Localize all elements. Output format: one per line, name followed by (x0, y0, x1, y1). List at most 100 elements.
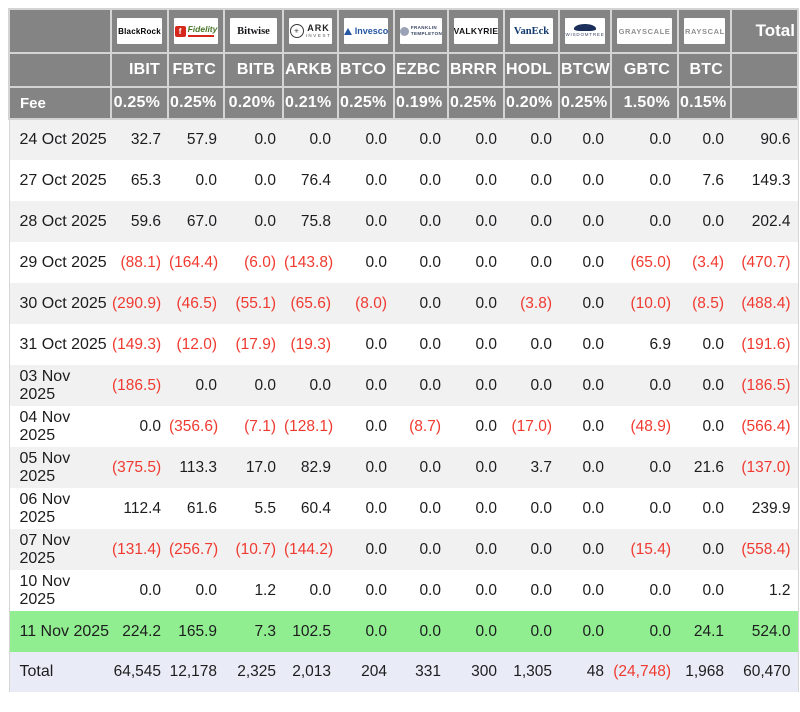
flow-value-cell: 0.0 (678, 119, 731, 160)
logo-text: WISDOMTREE (565, 32, 605, 38)
flow-value-cell: 0.0 (394, 365, 448, 406)
flow-value-cell: (7.1) (224, 406, 283, 447)
flow-value-cell: (46.5) (168, 283, 224, 324)
flow-value-cell: 0.0 (394, 529, 448, 570)
flow-value-cell: 7.3 (224, 611, 283, 652)
flow-value-cell: 165.9 (168, 611, 224, 652)
flow-value-cell: 0.0 (504, 160, 559, 201)
fee-arkb: 0.21% (282, 86, 339, 120)
flow-value-cell: 0.0 (394, 570, 448, 611)
flow-value-cell: 0.0 (678, 201, 731, 242)
fund-logo-cell: Invesco (337, 8, 395, 54)
date-cell: 11 Nov 2025 (8, 611, 111, 652)
flow-value-cell: 0.0 (611, 488, 678, 529)
flow-value-cell: 0.0 (394, 201, 448, 242)
flow-value-cell: 7.6 (678, 160, 731, 201)
total-column-header: Total (730, 8, 799, 54)
flow-value-cell: 0.0 (394, 160, 448, 201)
flow-value-cell: 0.0 (338, 611, 394, 652)
flow-value-cell: 0.0 (338, 447, 394, 488)
flow-value-cell: 0.0 (504, 201, 559, 242)
flow-value-cell: 0.0 (394, 119, 448, 160)
fund-logo-cell: VanEck (503, 8, 560, 54)
flow-value-cell: 0.0 (448, 406, 504, 447)
row-total-cell: (566.4) (731, 406, 799, 447)
fund-logo-cell: GRAYSCALE (610, 8, 679, 54)
column-total-cell: 1,305 (504, 652, 559, 692)
column-total-cell: 204 (338, 652, 394, 692)
row-total-cell: (186.5) (731, 365, 799, 406)
column-total-cell: 331 (394, 652, 448, 692)
ticker-arkb: ARKB (282, 52, 339, 88)
fee-btcw: 0.25% (558, 86, 612, 120)
flow-value-cell: 0.0 (338, 160, 394, 201)
flow-value-cell: 0.0 (559, 160, 611, 201)
franklin-circle-icon (400, 26, 409, 36)
ticker-ezbc: EZBC (393, 52, 449, 88)
date-cell: 24 Oct 2025 (8, 119, 111, 160)
date-cell: 29 Oct 2025 (8, 242, 111, 283)
flow-value-cell: 24.1 (678, 611, 731, 652)
flow-value-cell: 0.0 (504, 570, 559, 611)
logo-text: Invesco (354, 26, 388, 36)
flow-value-cell: 0.0 (559, 201, 611, 242)
flow-value-cell: 0.0 (224, 365, 283, 406)
flow-value-cell: (8.5) (678, 283, 731, 324)
ticker-ibit: IBIT (110, 52, 169, 88)
flow-value-cell: 0.0 (168, 160, 224, 201)
flow-value-cell: 32.7 (111, 119, 168, 160)
flow-value-cell: (88.1) (111, 242, 168, 283)
flow-value-cell: 0.0 (224, 119, 283, 160)
table-row: 07 Nov 2025 (131.4) (256.7) (10.7) (144.2) 0.… (8, 529, 799, 570)
flow-value-cell: 0.0 (559, 365, 611, 406)
fund-logo-cell: f Fidelity (167, 8, 225, 54)
fund-logo-cell: GRAYSCALE (677, 8, 732, 54)
flow-value-cell: 0.0 (448, 201, 504, 242)
flow-value-cell: 59.6 (111, 201, 168, 242)
fund-logo-cell: VALKYRIE (447, 8, 505, 54)
flow-value-cell: 102.5 (283, 611, 338, 652)
logo-text: Bitwise (237, 25, 270, 37)
flow-value-cell: (128.1) (283, 406, 338, 447)
table-row: 24 Oct 2025 32.7 57.9 0.0 0.0 0.0 0.0 0.0 0.0 0.0… (8, 119, 799, 160)
date-cell: 04 Nov 2025 (8, 406, 111, 447)
flow-value-cell: 0.0 (448, 611, 504, 652)
logo-text: VanEck (513, 25, 550, 37)
fee-bitb: 0.20% (223, 86, 284, 120)
date-cell: 06 Nov 2025 (8, 488, 111, 529)
table-row: 11 Nov 2025 224.2 165.9 7.3 102.5 0.0 0.0 0.0 0.… (8, 611, 799, 652)
logo-text: BlackRock (118, 26, 161, 36)
fidelity-logo: f Fidelity (174, 18, 218, 44)
flow-value-cell: 57.9 (168, 119, 224, 160)
ticker-fbtc: FBTC (167, 52, 225, 88)
table-row: 05 Nov 2025 (375.5) 113.3 17.0 82.9 0.0 0.0 0.0… (8, 447, 799, 488)
flow-value-cell: 21.6 (678, 447, 731, 488)
fee-hodl: 0.20% (503, 86, 560, 120)
flow-value-cell: 0.0 (448, 242, 504, 283)
fee-btco: 0.25% (337, 86, 395, 120)
logo-text: Fidelity (187, 24, 218, 35)
valkyrie-logo: VALKYRIE (454, 18, 498, 44)
flow-value-cell: (10.0) (611, 283, 678, 324)
flow-value-cell: (65.6) (283, 283, 338, 324)
column-total-cell: 12,178 (168, 652, 224, 692)
flow-value-cell: 0.0 (678, 406, 731, 447)
flow-value-cell: 0.0 (611, 160, 678, 201)
flow-value-cell: 6.9 (611, 324, 678, 365)
table-row: 06 Nov 2025 112.4 61.6 5.5 60.4 0.0 0.0 0.0 0.0 0… (8, 488, 799, 529)
flow-value-cell: 0.0 (338, 406, 394, 447)
flow-value-cell: 0.0 (224, 201, 283, 242)
flow-value-cell: 0.0 (338, 242, 394, 283)
bitwise-logo: Bitwise (230, 18, 277, 44)
row-total-cell: 239.9 (731, 488, 799, 529)
grayscale-logo: GRAYSCALE (617, 18, 672, 44)
flow-value-cell: 0.0 (611, 570, 678, 611)
column-total-cell: 48 (559, 652, 611, 692)
flow-value-cell: 75.8 (283, 201, 338, 242)
logo-subtext: INVEST (305, 32, 332, 38)
flow-value-cell: (3.4) (678, 242, 731, 283)
flow-value-cell: 0.0 (678, 570, 731, 611)
flow-value-cell: (55.1) (224, 283, 283, 324)
flow-value-cell: (10.7) (224, 529, 283, 570)
logo-text: ARK (307, 22, 330, 33)
